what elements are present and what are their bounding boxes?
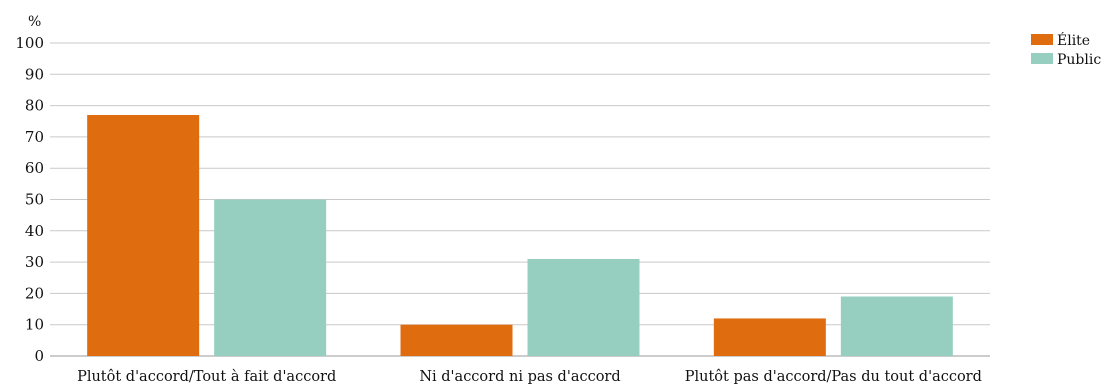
y-axis-ticks: 0 10 20 30 40 50 60 70 80 90 100: [15, 34, 44, 365]
bar-public-2: [840, 296, 953, 356]
x-category-label: Plutôt d'accord/Tout à fait d'accord: [77, 368, 336, 385]
legend-label: Public: [1057, 52, 1101, 68]
grid-lines: [50, 42, 990, 357]
y-tick-label: 0: [34, 347, 44, 365]
y-tick-label: 10: [25, 316, 44, 334]
y-tick-label: 40: [25, 222, 44, 240]
bar--lite-0: [87, 114, 200, 357]
bars: [87, 114, 953, 357]
y-tick-label: 80: [25, 97, 44, 115]
legend-label: Élite: [1057, 31, 1090, 49]
y-tick-label: 60: [25, 159, 44, 177]
legend-swatch: [1031, 34, 1053, 45]
y-tick-label: 90: [25, 65, 44, 83]
bar-public-0: [214, 199, 327, 356]
y-tick-label: 50: [25, 191, 44, 209]
bar-public-1: [527, 258, 640, 356]
y-tick-label: 30: [25, 253, 44, 271]
bar--lite-1: [400, 324, 513, 356]
legend: Élite Public: [1031, 31, 1101, 68]
x-category-label: Ni d'accord ni pas d'accord: [419, 369, 620, 385]
y-tick-label: 70: [25, 128, 44, 146]
legend-swatch: [1031, 53, 1053, 64]
y-tick-label: 100: [15, 34, 44, 52]
x-axis-labels: Plutôt d'accord/Tout à fait d'accord Ni d…: [77, 368, 982, 385]
bar--lite-2: [713, 318, 826, 356]
y-tick-label: 20: [25, 284, 44, 302]
x-category-label: Plutôt pas d'accord/Pas du tout d'accord: [685, 369, 982, 385]
y-axis-unit-label: %: [28, 14, 41, 30]
